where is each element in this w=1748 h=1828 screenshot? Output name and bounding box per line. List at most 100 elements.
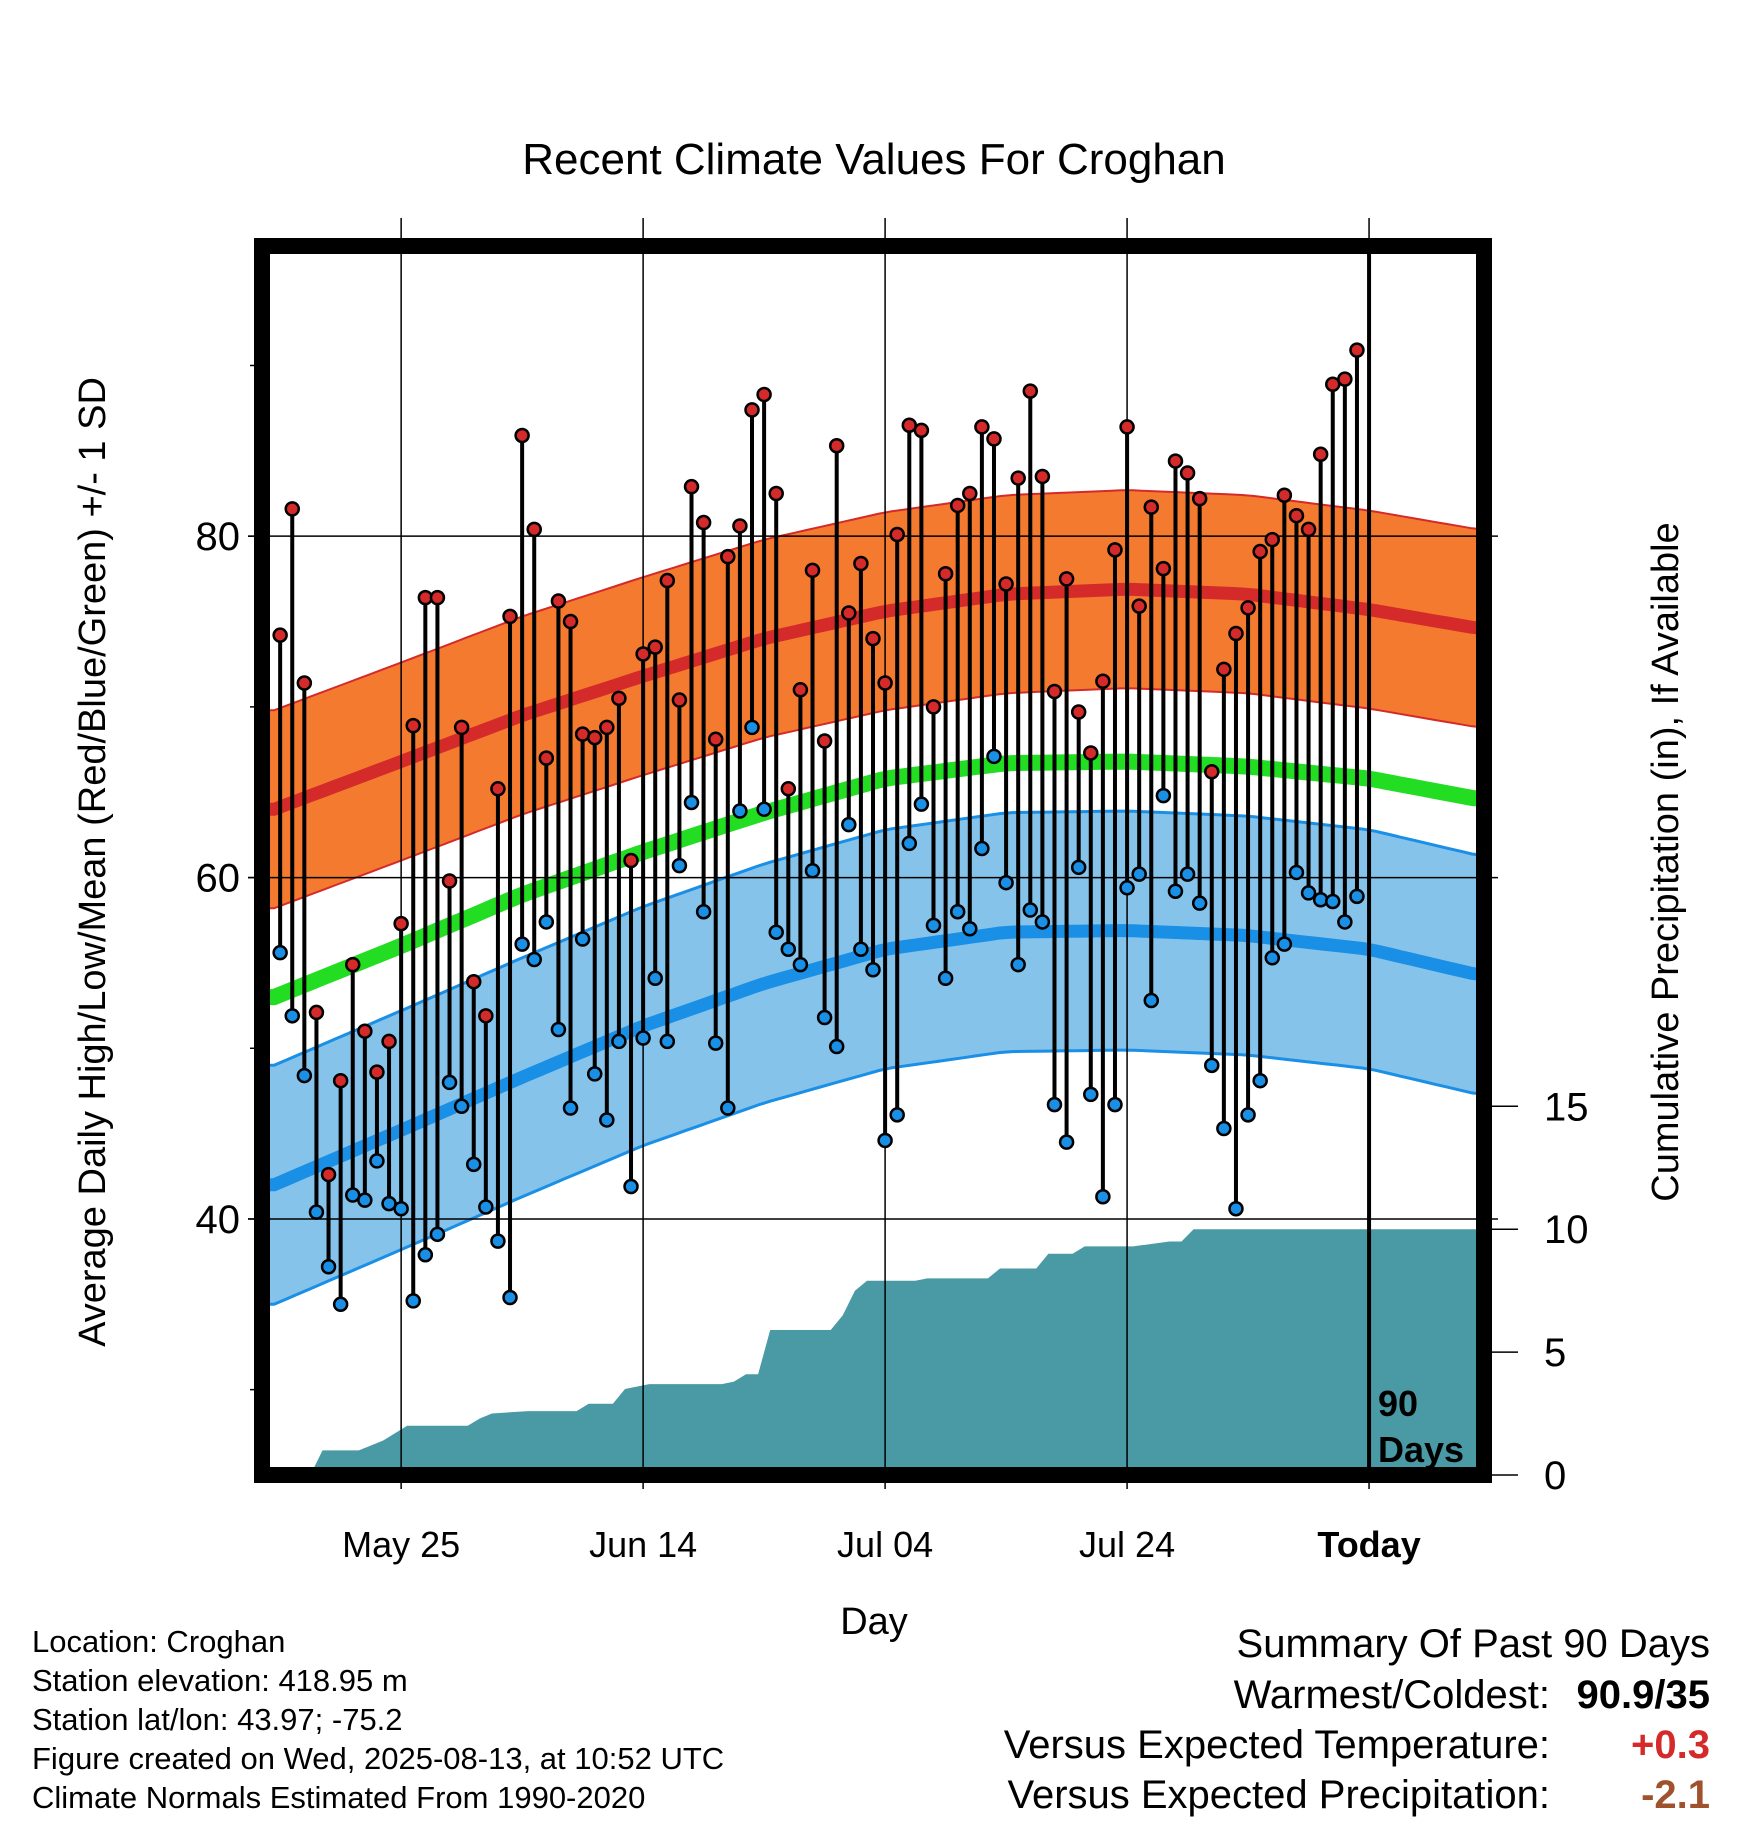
- low-point: [768, 924, 784, 940]
- y2-axis-label: Cumulative Precipitation (in), If Availa…: [1645, 522, 1687, 1201]
- high-normal-line: [262, 582, 1484, 816]
- high-point: [1022, 383, 1039, 399]
- high-point: [986, 431, 1002, 447]
- high-point: [683, 478, 700, 495]
- high-point: [1216, 661, 1232, 678]
- low-point: [272, 944, 288, 961]
- x-tick-label: Jul 04: [837, 1524, 933, 1565]
- low-point: [816, 1009, 833, 1026]
- low-point: [1264, 950, 1281, 966]
- low-point: [1288, 864, 1305, 881]
- low-point: [986, 748, 1002, 765]
- low-point: [1095, 1189, 1111, 1205]
- high-point: [695, 514, 712, 531]
- low-point: [1070, 859, 1087, 876]
- low-point: [695, 903, 712, 920]
- low-point: [1131, 866, 1147, 882]
- y-tick-label: 40: [196, 1198, 241, 1242]
- low-point: [647, 970, 663, 987]
- high-point: [1143, 499, 1160, 515]
- high-point: [441, 873, 458, 889]
- high-point: [562, 613, 579, 630]
- high-point: [514, 427, 530, 444]
- high-point: [925, 699, 942, 715]
- high-point: [1046, 683, 1063, 700]
- high-point: [526, 521, 542, 538]
- low-point: [780, 941, 797, 958]
- high-point: [1058, 571, 1075, 587]
- low-point: [1022, 902, 1039, 918]
- high-point: [780, 781, 797, 797]
- high-point: [720, 548, 736, 565]
- created-text: Figure created on Wed, 2025-08-13, at 10…: [32, 1741, 725, 1776]
- high-point: [889, 526, 905, 543]
- low-point: [1325, 893, 1341, 910]
- precip-anomaly-value: -2.1: [1641, 1773, 1710, 1817]
- low-point: [853, 941, 869, 958]
- low-lower-sd-line: [262, 1048, 1484, 1306]
- high-point: [1191, 490, 1208, 507]
- low-point: [1058, 1134, 1075, 1150]
- low-point: [369, 1153, 385, 1169]
- low-point: [1167, 883, 1184, 899]
- low-point: [1046, 1096, 1063, 1113]
- high-point: [1288, 507, 1305, 524]
- high-point: [320, 1166, 337, 1183]
- low-point: [465, 1156, 482, 1173]
- y2-tick-label: 5: [1544, 1331, 1566, 1375]
- low-point: [889, 1107, 905, 1123]
- axis-ticks: 40 60 80 0 5 10 15 May 25 Jun 14 Jul 04 Jul 24 Toda…: [196, 364, 1589, 1565]
- days-annotation-line1: 90: [1378, 1383, 1418, 1424]
- high-point: [647, 639, 663, 655]
- x-tick-label: May 25: [342, 1524, 460, 1565]
- low-point: [913, 796, 930, 812]
- high-point: [1300, 521, 1317, 538]
- high-point: [949, 497, 966, 514]
- high-point: [1240, 600, 1256, 616]
- low-point: [538, 914, 555, 930]
- summary-panel: Summary Of Past 90 Days Warmest/Coldest:…: [890, 1618, 1710, 1820]
- low-point: [284, 1008, 300, 1024]
- low-point: [308, 1204, 325, 1220]
- high-point: [1095, 673, 1111, 690]
- low-point: [586, 1066, 603, 1082]
- high-point: [1010, 470, 1026, 486]
- low-point: [453, 1098, 470, 1115]
- y2-tick-label: 0: [1544, 1454, 1566, 1498]
- low-point: [804, 862, 821, 879]
- high-point: [538, 750, 555, 766]
- low-point: [1228, 1200, 1244, 1217]
- high-point: [1264, 531, 1281, 548]
- high-point: [1312, 446, 1329, 462]
- low-point: [1252, 1072, 1268, 1089]
- low-point: [1349, 888, 1365, 905]
- location-text: Location: Croghan: [32, 1624, 286, 1659]
- low-point: [1300, 885, 1317, 901]
- low-point: [441, 1074, 458, 1091]
- low-point: [949, 903, 966, 920]
- high-point: [1276, 487, 1293, 503]
- normals-text: Climate Normals Estimated From 1990-2020: [32, 1780, 646, 1815]
- low-point: [1107, 1096, 1123, 1113]
- low-point: [332, 1296, 349, 1313]
- high-point: [465, 973, 482, 990]
- low-point: [1276, 936, 1293, 952]
- low-point: [707, 1035, 724, 1051]
- high-point: [707, 731, 724, 748]
- warmest-coldest-row: Warmest/Coldest: 90.9/35: [890, 1670, 1710, 1720]
- high-point: [768, 485, 784, 502]
- high-point: [453, 719, 470, 736]
- low-point: [659, 1033, 676, 1050]
- low-point: [998, 874, 1014, 891]
- temp-anomaly-label: Versus Expected Temperature:: [1003, 1723, 1550, 1767]
- high-point: [1119, 419, 1135, 435]
- high-point: [1167, 453, 1184, 469]
- high-point: [671, 692, 688, 708]
- high-point: [296, 675, 313, 691]
- high-point: [937, 565, 954, 582]
- high-point: [1204, 763, 1220, 780]
- low-point: [405, 1293, 421, 1309]
- low-point: [357, 1192, 373, 1208]
- low-point: [937, 970, 954, 987]
